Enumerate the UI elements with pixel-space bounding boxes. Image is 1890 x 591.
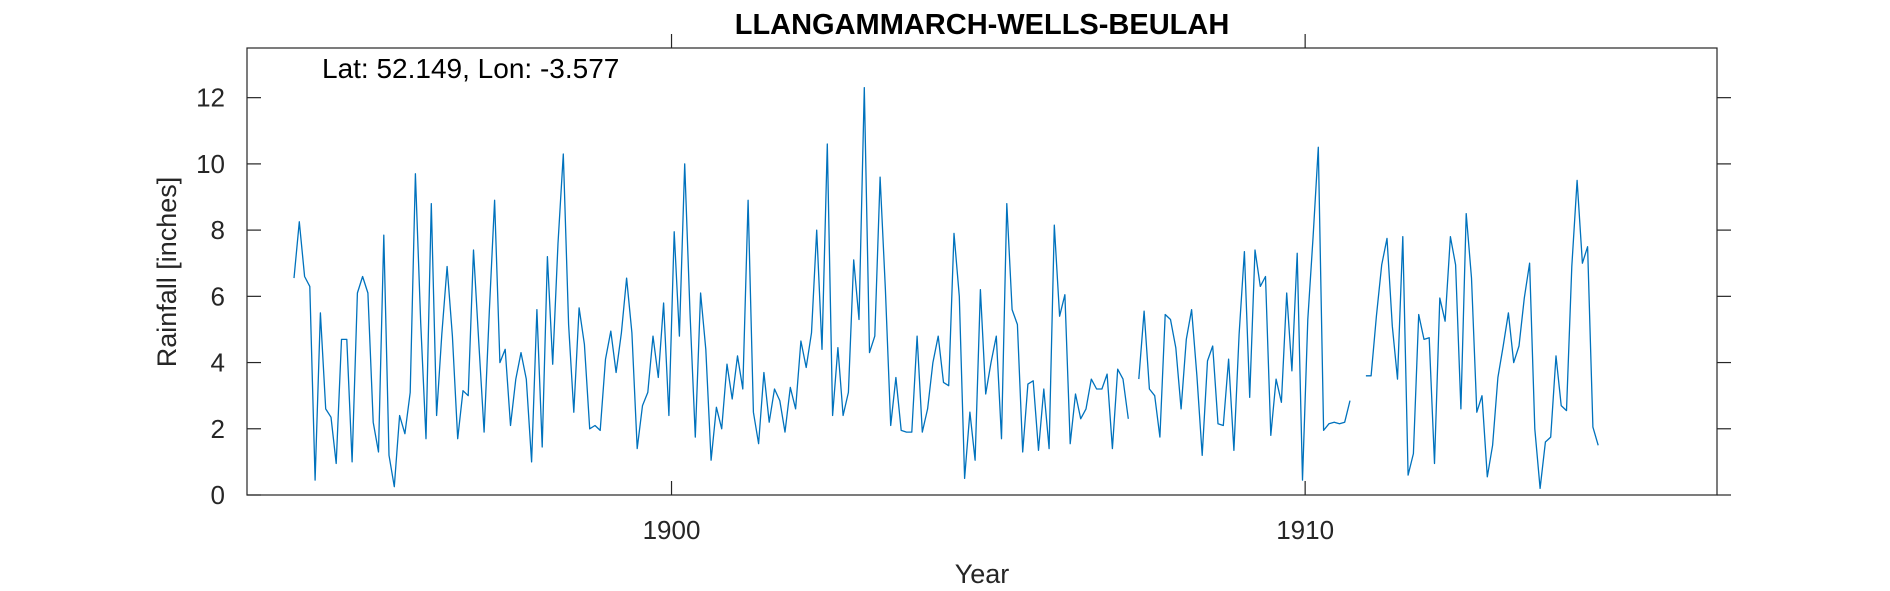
rainfall-series <box>293 87 1599 490</box>
x-axis-ticks <box>670 34 1306 495</box>
y-axis-ticks <box>247 97 1731 496</box>
x-tick-label: 1900 <box>643 515 701 545</box>
series-line-segment <box>293 87 1129 488</box>
x-axis-label: Year <box>955 559 1010 589</box>
y-tick-label: 12 <box>196 83 225 113</box>
y-tick-label: 6 <box>211 281 225 311</box>
axes-box <box>246 47 1718 496</box>
x-tick-label: 1910 <box>1276 515 1334 545</box>
y-tick-label: 2 <box>211 414 225 444</box>
y-tick-label: 10 <box>196 149 225 179</box>
x-axis-tick-labels: 1900 1910 <box>643 515 1334 545</box>
y-axis-label: Rainfall [inches] <box>152 177 182 368</box>
chart-title: LLANGAMMARCH-WELLS-BEULAH <box>735 9 1230 41</box>
y-tick-label: 4 <box>211 348 225 378</box>
y-axis-tick-labels: 0 2 4 6 8 10 12 <box>196 83 225 510</box>
y-tick-label: 0 <box>211 480 225 510</box>
y-tick-label: 8 <box>211 215 225 245</box>
location-annotation: Lat: 52.149, Lon: -3.577 <box>322 53 619 84</box>
series-line-segment <box>1138 146 1351 481</box>
series-line-segment <box>1365 179 1599 490</box>
